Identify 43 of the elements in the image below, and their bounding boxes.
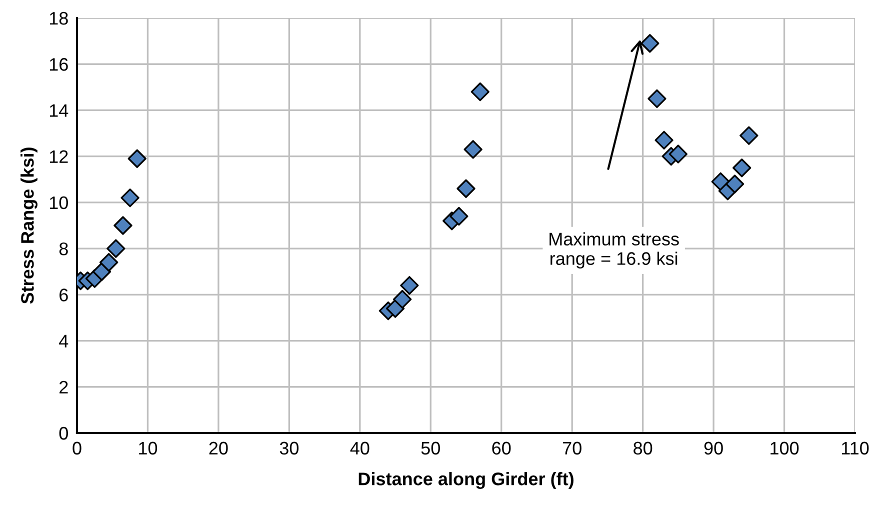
- y-tick-label: 2: [60, 380, 68, 394]
- point: [393, 290, 412, 309]
- y-tick-label: 12: [50, 150, 68, 163]
- point: [120, 188, 140, 208]
- y-tick-label: 4: [59, 334, 68, 348]
- x-tick-label: 40: [350, 442, 370, 455]
- point: [464, 140, 482, 159]
- x-tick-label: 90: [704, 442, 723, 455]
- point: [725, 174, 744, 194]
- point: [668, 144, 688, 164]
- y-tick-label: 0: [59, 426, 68, 440]
- annotation: Maximum stress range = 16.9 ksi: [550, 232, 679, 269]
- point: [450, 206, 468, 226]
- x-tick-label: 50: [421, 442, 440, 455]
- x-tick-label: 0: [72, 442, 82, 455]
- point: [400, 276, 419, 295]
- x-tick-label: 20: [209, 442, 228, 455]
- point: [99, 253, 118, 272]
- y-tick-label: 14: [50, 104, 68, 117]
- y-tick-label: 6: [60, 288, 68, 302]
- y-tick-label: 16: [50, 58, 68, 71]
- point: [648, 89, 666, 108]
- y-tick-label: 18: [50, 12, 68, 25]
- point: [640, 34, 660, 53]
- point: [470, 82, 490, 102]
- x-tick-label: 60: [492, 442, 511, 455]
- point: [128, 149, 146, 168]
- x-tick-label: 110: [842, 442, 869, 455]
- x-tick-label: 10: [139, 442, 158, 455]
- x-tick-label: 100: [770, 442, 799, 455]
- point: [114, 216, 132, 235]
- point: [106, 239, 126, 258]
- x-tick-label: 30: [280, 442, 299, 455]
- x-tick-label: 80: [634, 442, 652, 455]
- y-tick-label: 8: [59, 242, 68, 256]
- y-axis-title: Stress Range (ksi): [20, 148, 38, 304]
- x-axis-title: Distance along Girder (ft): [358, 472, 574, 489]
- x-tick-label: 70: [562, 442, 582, 455]
- point: [456, 179, 476, 198]
- point: [732, 158, 752, 178]
- point: [654, 130, 674, 150]
- y-tick-label: 10: [50, 196, 68, 210]
- point: [740, 126, 758, 145]
